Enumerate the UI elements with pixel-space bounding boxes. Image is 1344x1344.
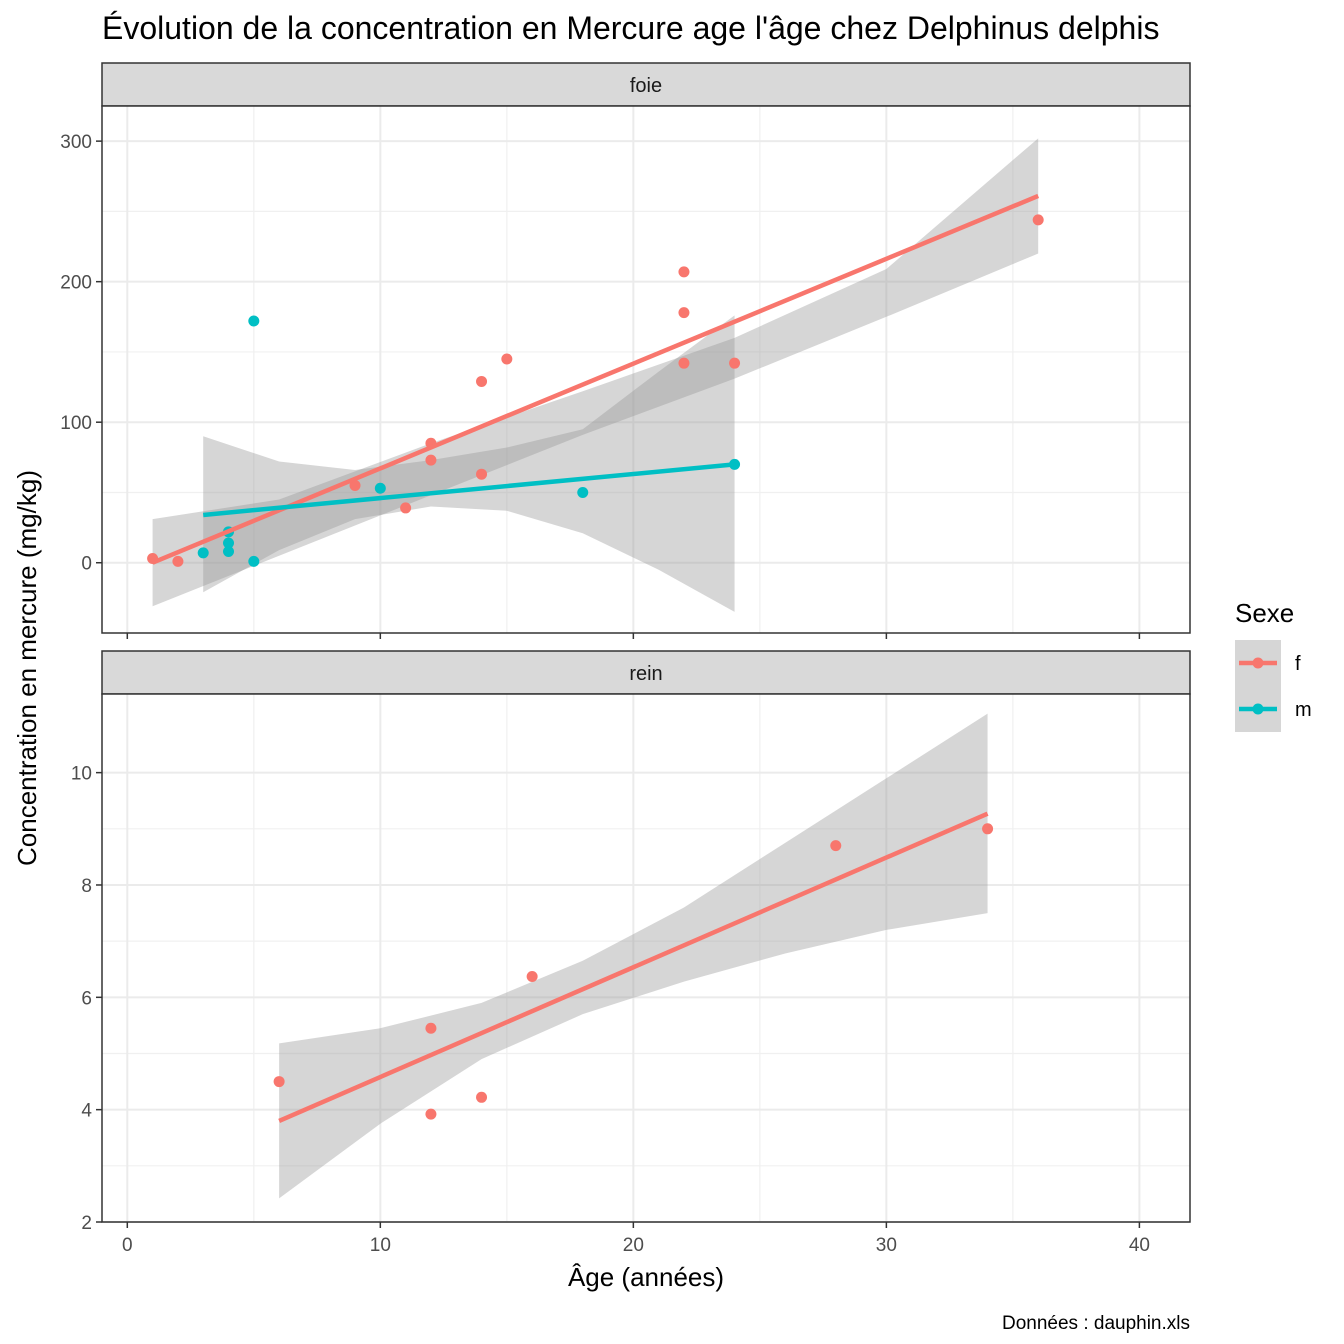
data-point-f [273, 1076, 285, 1088]
data-point-f [678, 307, 690, 319]
y-tick-label: 2 [81, 1213, 92, 1234]
data-point-f [425, 1022, 437, 1034]
y-tick-label: 10 [71, 764, 92, 785]
panel-background [102, 694, 1190, 1222]
panel-background [102, 106, 1190, 633]
panel-border [101, 105, 1191, 634]
facet-panel-rein: rein 2 4 6 8 10 [71, 650, 1191, 1234]
y-axis-title: Concentration en mercure (mg/kg) [12, 470, 42, 866]
data-point-f [476, 375, 488, 387]
data-point-f [172, 555, 184, 567]
y-tick-label: 6 [81, 988, 92, 1009]
legend: Sexe fm [1235, 598, 1312, 732]
legend-keys: fm [1235, 640, 1312, 732]
data-point-f [678, 357, 690, 369]
data-point-m [248, 315, 260, 327]
y-tick-label: 8 [81, 876, 92, 897]
data-point-f [678, 266, 690, 278]
y-tick-label: 4 [81, 1101, 92, 1122]
x-axis: 0 10 20 30 40 [122, 633, 1150, 1256]
data-point-f [349, 479, 361, 491]
fit-line-f [151, 193, 1040, 565]
legend-key-point [1252, 703, 1264, 715]
x-tick-label: 20 [623, 1235, 644, 1256]
data-point-f [476, 468, 488, 480]
data-point-f [425, 454, 437, 466]
data-point-f [501, 353, 513, 365]
data-point-f [729, 357, 741, 369]
data-point-m [223, 537, 235, 549]
facet-strip-label: rein [629, 663, 662, 685]
legend-label: f [1295, 653, 1301, 675]
data-point-m [577, 486, 589, 498]
confidence-band-m [203, 315, 735, 612]
confidence-band-f [152, 138, 1039, 607]
fit-line-f [278, 811, 989, 1123]
data-point-m [248, 555, 260, 567]
y-tick-label: 200 [60, 273, 92, 294]
chart-title: Évolution de la concentration en Mercure… [102, 10, 1159, 46]
data-point-f [425, 1108, 437, 1120]
x-tick-label: 30 [876, 1235, 897, 1256]
facet-strip-label: foie [630, 75, 662, 97]
panel-border [101, 693, 1191, 1223]
x-tick-label: 10 [370, 1235, 391, 1256]
data-point-f [982, 823, 994, 835]
facet-strip [101, 62, 1191, 107]
data-point-f [1032, 214, 1044, 226]
y-tick-label: 300 [60, 132, 92, 153]
y-tick-label: 0 [81, 554, 92, 575]
data-point-f [476, 1091, 488, 1103]
data-point-m [197, 547, 209, 559]
fit-line-m [202, 462, 735, 518]
x-tick-label: 0 [122, 1235, 133, 1256]
confidence-band-f [279, 713, 988, 1199]
legend-title: Sexe [1235, 598, 1294, 628]
y-tick-label: 100 [60, 413, 92, 434]
data-point-f [400, 502, 412, 514]
data-point-f [526, 971, 538, 983]
data-point-m [374, 482, 386, 494]
chart-caption: Données : dauphin.xls [1002, 1313, 1190, 1334]
x-axis-title: Âge (années) [568, 1262, 724, 1292]
legend-key-point [1252, 657, 1264, 669]
legend-label: m [1295, 699, 1312, 721]
facet-panel-foie: foie 0 100 200 300 [60, 62, 1191, 634]
gridlines [102, 694, 1190, 1223]
x-tick-label: 40 [1129, 1235, 1150, 1256]
data-point-m [223, 545, 235, 557]
gridlines [102, 106, 1190, 633]
data-point-f [830, 840, 842, 852]
